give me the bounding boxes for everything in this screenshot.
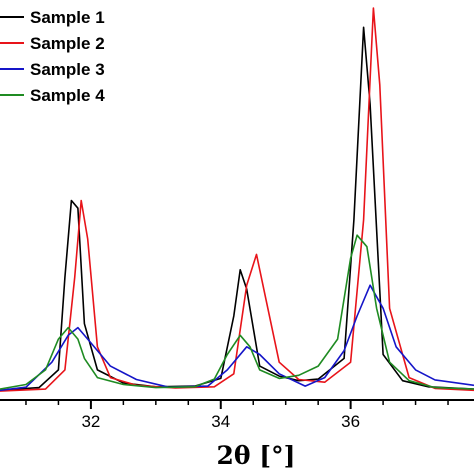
x-ticks: 32 34 36 [25,400,449,431]
legend-label: Sample 4 [30,86,105,105]
series-line-sample-4 [0,234,474,390]
x-tick-label: 36 [341,412,360,431]
legend-label: Sample 3 [30,60,105,79]
series-line-sample-1 [0,26,474,392]
series-layer [0,7,474,392]
legend-label: Sample 2 [30,34,105,53]
x-tick-label: 32 [81,412,100,431]
legend: Sample 1 Sample 2 Sample 3 Sample 4 [0,8,105,105]
x-tick-label: 34 [211,412,230,431]
legend-label: Sample 1 [30,8,105,27]
series-line-sample-2 [0,7,474,392]
series-line-sample-3 [0,284,474,392]
x-axis-title: 2θ [°] [217,441,296,470]
